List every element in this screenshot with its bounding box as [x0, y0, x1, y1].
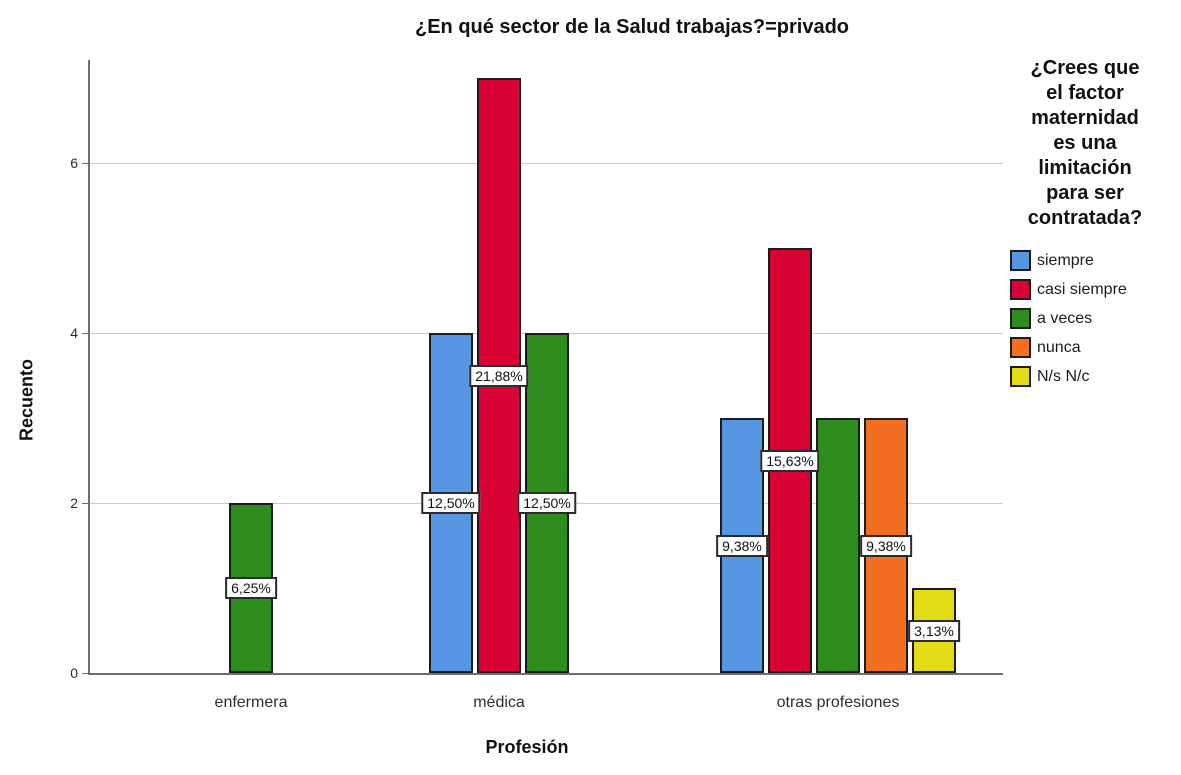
- value-label: 12,50%: [517, 492, 577, 514]
- legend-title-line: contratada?: [1027, 207, 1143, 229]
- x-category-label: médica: [473, 694, 525, 711]
- legend-item: casi siempre: [1010, 275, 1127, 304]
- legend-item: a veces: [1010, 304, 1127, 333]
- legend-swatch: [1010, 366, 1031, 387]
- y-tickmark: [82, 333, 88, 334]
- legend-title-line: el factor: [1046, 82, 1124, 104]
- legend: siempre casi siempre a veces nunca N/s N/c: [1010, 246, 1127, 391]
- legend-item-label: casi siempre: [1037, 280, 1127, 298]
- value-label: 3,13%: [908, 619, 960, 642]
- y-tick-label: 2: [70, 495, 78, 511]
- legend-item: nunca: [1010, 333, 1127, 362]
- legend-item: siempre: [1010, 246, 1127, 275]
- y-tickmark: [82, 503, 88, 504]
- legend-swatch: [1010, 308, 1031, 329]
- x-axis-line: [88, 673, 1003, 675]
- legend-swatch: [1010, 337, 1031, 358]
- legend-item-label: N/s N/c: [1037, 367, 1090, 385]
- legend-swatch: [1010, 250, 1031, 271]
- y-tick-label: 4: [70, 325, 78, 341]
- gridline: [88, 163, 1003, 164]
- value-label: 15,63%: [760, 449, 820, 472]
- legend-title-line: para ser: [1046, 182, 1124, 204]
- y-axis-line: [88, 60, 90, 673]
- legend-item-label: siempre: [1037, 251, 1094, 269]
- bar: [816, 418, 860, 673]
- value-label: 9,38%: [716, 534, 768, 557]
- y-axis-title: Recuento: [16, 358, 37, 442]
- y-tick-label: 6: [70, 155, 78, 171]
- y-tick-label: 0: [70, 665, 78, 681]
- y-tickmark: [82, 673, 88, 674]
- value-label: 21,88%: [469, 364, 529, 387]
- legend-title-line: ¿Crees que: [1030, 57, 1140, 79]
- y-tickmark: [82, 163, 88, 164]
- legend-title-line: maternidad: [1031, 107, 1139, 129]
- legend-title-line: es una: [1053, 132, 1117, 154]
- legend-item: N/s N/c: [1010, 362, 1127, 391]
- x-axis-title: Profesión: [485, 737, 569, 757]
- value-label: 9,38%: [860, 534, 912, 557]
- legend-title-line: limitación: [1038, 157, 1132, 179]
- value-label: 6,25%: [225, 577, 277, 599]
- value-label: 12,50%: [421, 492, 481, 514]
- chart-title: ¿En qué sector de la Salud trabajas?=pri…: [414, 16, 850, 38]
- legend-swatch: [1010, 279, 1031, 300]
- legend-item-label: a veces: [1037, 309, 1093, 327]
- legend-title: ¿Crees que el factor maternidad es una limit…: [985, 56, 1181, 231]
- x-category-label: enfermera: [214, 694, 288, 711]
- x-category-label: otras profesiones: [776, 694, 900, 711]
- legend-item-label: nunca: [1037, 338, 1081, 356]
